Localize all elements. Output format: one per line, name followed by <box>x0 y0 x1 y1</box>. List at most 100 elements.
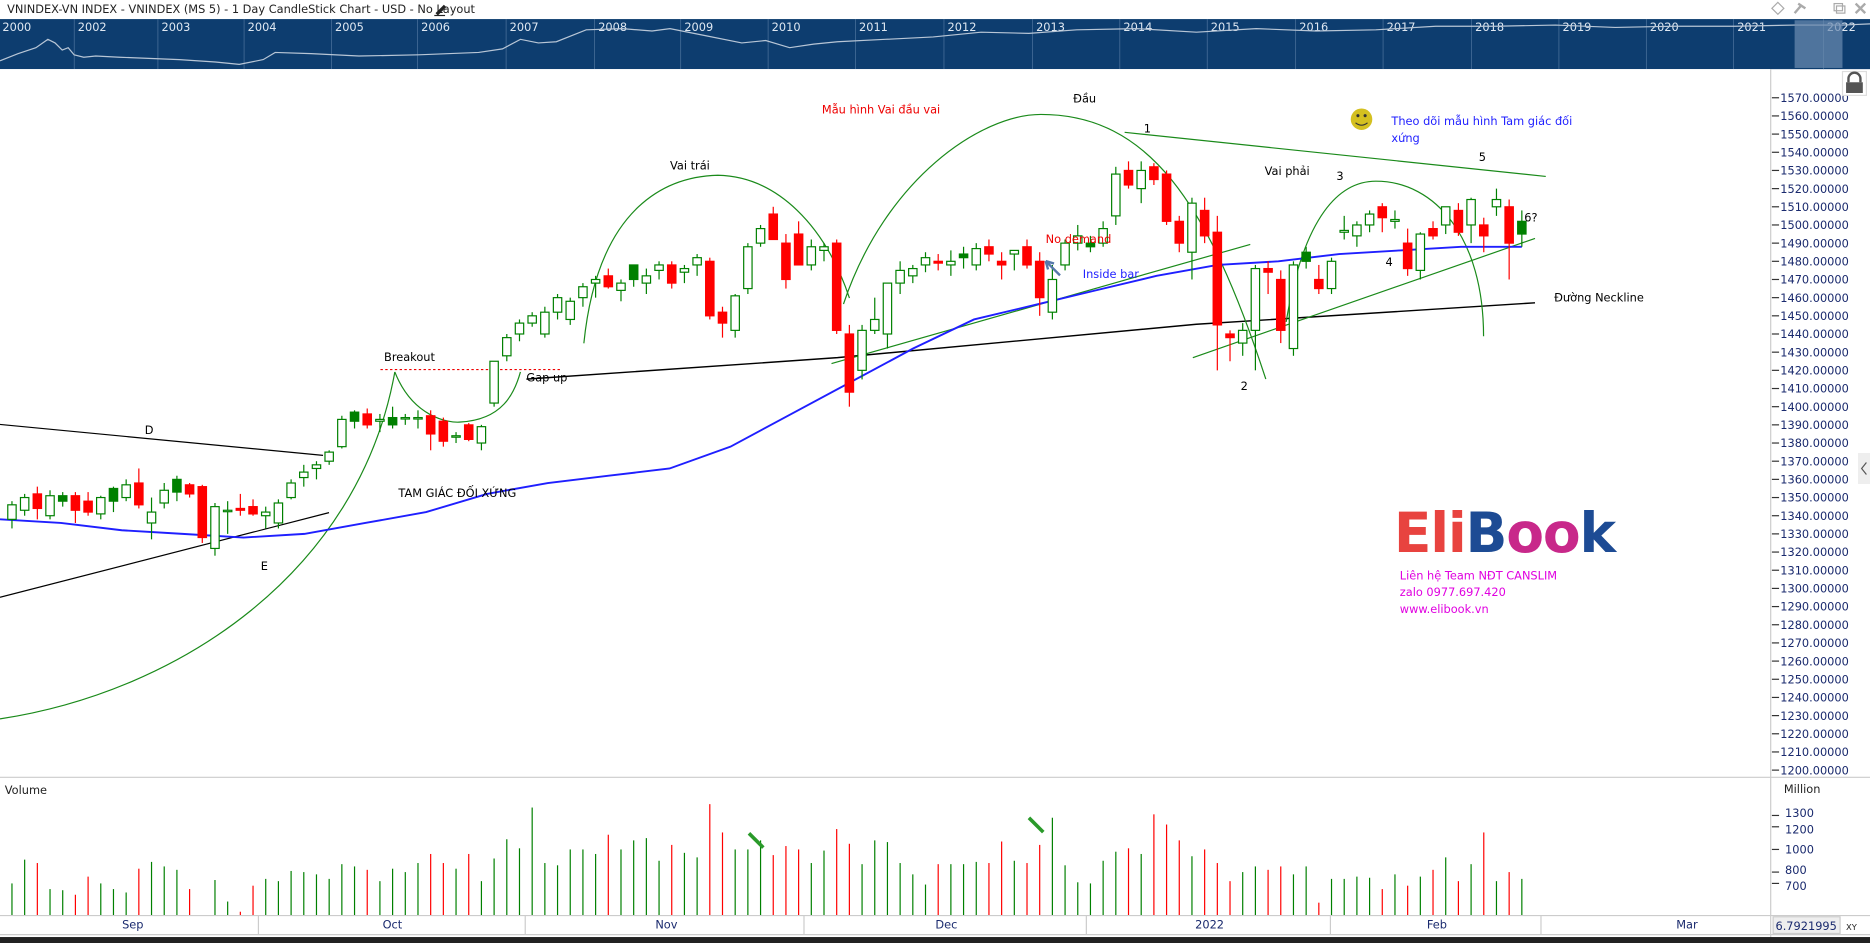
candle-body <box>1187 202 1197 253</box>
xy-button[interactable]: XY <box>1846 922 1858 932</box>
candle <box>1098 221 1108 247</box>
candle-body <box>806 246 817 266</box>
candle-body <box>793 233 804 266</box>
candle-body <box>235 507 246 511</box>
candle-body <box>184 484 195 495</box>
candle <box>730 294 740 338</box>
cup-arc <box>394 371 522 423</box>
candle <box>108 486 119 513</box>
candle <box>1352 221 1362 247</box>
candle <box>603 268 614 289</box>
candle <box>692 254 702 276</box>
candle <box>895 261 905 295</box>
candle <box>1440 206 1451 235</box>
candle <box>260 506 271 529</box>
navigator-year-label: 2021 <box>1737 20 1766 34</box>
candle <box>1161 170 1172 225</box>
candle <box>1478 217 1489 253</box>
candle <box>1326 257 1337 295</box>
edit-pencil-icon[interactable] <box>434 4 447 17</box>
no-demand-label: No demand <box>1046 232 1112 246</box>
candle-body <box>1237 329 1248 344</box>
price-tick-label: 1560.00000 <box>1780 109 1849 123</box>
candle-body <box>1440 206 1451 226</box>
navigator-year-label: 2013 <box>1036 20 1065 34</box>
candle-body <box>463 424 474 440</box>
candle-body <box>857 329 867 371</box>
candle <box>286 479 296 500</box>
price-tick-label: 1360.00000 <box>1780 473 1849 487</box>
navigator-year-label: 2005 <box>335 20 364 34</box>
time-axis[interactable]: Sep Oct Nov Dec 2022 Feb Mar <box>122 915 1698 935</box>
candle <box>946 250 956 276</box>
candle <box>1428 221 1438 240</box>
candle-body <box>121 484 131 499</box>
candle <box>134 468 144 509</box>
candle <box>1123 161 1134 189</box>
candle-body <box>679 267 690 273</box>
candle-body <box>527 315 537 324</box>
candle <box>616 279 626 302</box>
month-label: Oct <box>383 918 403 932</box>
navigator-year-label: 2010 <box>772 20 801 34</box>
month-label: Sep <box>122 918 143 932</box>
candle <box>362 408 373 429</box>
collapse-panel-button[interactable] <box>1858 453 1870 485</box>
candle-body <box>1199 209 1210 237</box>
candle-body <box>1390 218 1400 222</box>
candle-body <box>1047 278 1058 313</box>
candle <box>755 224 766 247</box>
candle-body <box>210 506 220 550</box>
close-icon[interactable] <box>1854 2 1867 14</box>
bottom-scrollbar[interactable] <box>0 937 1870 943</box>
candle <box>95 495 106 520</box>
restore-icon[interactable] <box>1833 2 1846 14</box>
smiley-icon <box>1350 108 1373 130</box>
candle <box>1364 210 1375 233</box>
pin-icon[interactable] <box>1793 2 1807 14</box>
candle <box>920 252 931 273</box>
candle-body <box>1174 220 1185 244</box>
volume-unit: Million <box>1784 782 1821 796</box>
price-tick-label: 1340.00000 <box>1780 509 1849 523</box>
candle-body <box>311 464 322 470</box>
navigator-window-handle[interactable] <box>1794 20 1843 68</box>
triangle-top-line <box>1124 131 1546 178</box>
navigator-year-label: 2011 <box>859 20 888 34</box>
candle-body <box>819 246 829 251</box>
price-tick-label: 1550.00000 <box>1780 127 1849 141</box>
candle <box>235 493 246 516</box>
candle <box>1009 249 1020 271</box>
candle-body <box>1288 264 1299 350</box>
contact-line2: zalo 0977.697.420 <box>1400 585 1506 599</box>
candle-body <box>869 318 880 331</box>
navigator-year-label: 2017 <box>1387 20 1416 34</box>
candle <box>717 306 728 338</box>
lock-icon[interactable] <box>1841 70 1868 96</box>
candle-body <box>57 495 68 502</box>
neckline <box>526 302 1536 380</box>
crosshair-readout: 6.7921995 <box>1775 919 1836 933</box>
price-tick-label: 1450.00000 <box>1780 309 1849 323</box>
candle <box>1275 270 1286 344</box>
navigator-overview[interactable]: 2000 2002 2003 2004 2005 2006 2007 2008 2009 2010… <box>0 19 1870 70</box>
navigator-year-label: 2008 <box>598 20 627 34</box>
candle-body <box>628 264 639 281</box>
candle-body <box>590 278 601 284</box>
candle <box>311 461 322 480</box>
candle <box>337 415 347 449</box>
candle-body <box>882 282 893 335</box>
diamond-icon[interactable] <box>1771 1 1785 16</box>
price-tick-label: 1520.00000 <box>1780 182 1849 196</box>
price-tick-label: 1290.00000 <box>1780 600 1849 614</box>
head-label: Đầu <box>1073 92 1096 106</box>
candlesticks <box>7 161 1527 556</box>
point-2: 2 <box>1241 379 1248 393</box>
elibook-watermark: EliBook Liên hệ Team NĐT CANSLIM zalo 09… <box>1394 501 1619 616</box>
candle <box>248 499 258 516</box>
left-shoulder-label: Vai trái <box>670 158 710 172</box>
candle <box>1402 228 1413 276</box>
candle-body <box>895 269 905 284</box>
price-tick-label: 1310.00000 <box>1780 563 1849 577</box>
candle-body <box>1466 198 1476 226</box>
